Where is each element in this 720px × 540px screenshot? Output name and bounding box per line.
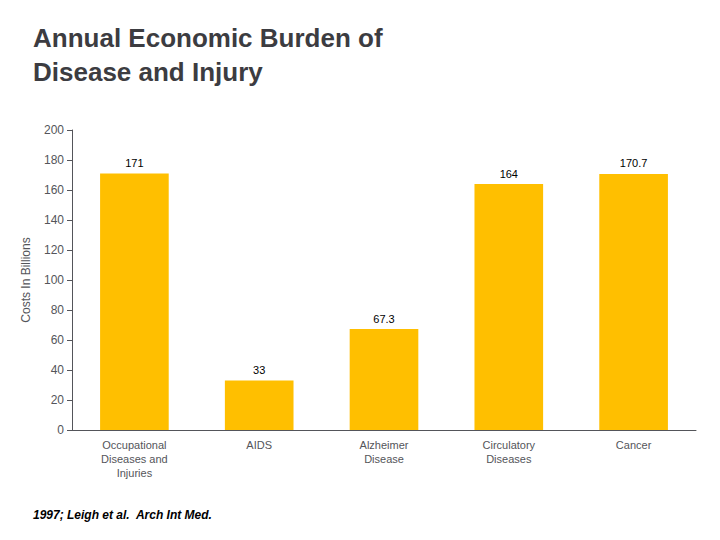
svg-text:Cancer: Cancer — [616, 439, 652, 451]
svg-text:Disease and Injury: Disease and Injury — [33, 57, 263, 87]
svg-text:20: 20 — [51, 393, 65, 407]
svg-text:Alzheimer: Alzheimer — [360, 439, 409, 451]
svg-text:AIDS: AIDS — [246, 439, 272, 451]
svg-text:Costs In Billions: Costs In Billions — [19, 237, 33, 322]
svg-text:170.7: 170.7 — [620, 157, 648, 169]
svg-text:Circulatory: Circulatory — [483, 439, 536, 451]
svg-text:164: 164 — [500, 168, 518, 180]
svg-text:67.3: 67.3 — [373, 313, 394, 325]
svg-text:80: 80 — [51, 303, 65, 317]
svg-text:60: 60 — [51, 333, 65, 347]
svg-text:Annual Economic Burden of: Annual Economic Burden of — [33, 23, 383, 53]
svg-text:100: 100 — [44, 273, 64, 287]
svg-text:Injuries: Injuries — [117, 467, 153, 479]
svg-text:200: 200 — [44, 123, 64, 137]
svg-text:33: 33 — [253, 364, 265, 376]
svg-text:120: 120 — [44, 243, 64, 257]
svg-text:0: 0 — [57, 423, 64, 437]
svg-text:1997; Leigh et al. Arch Int M: 1997; Leigh et al. Arch Int Med. — [33, 508, 212, 522]
svg-text:180: 180 — [44, 153, 64, 167]
svg-text:Diseases and: Diseases and — [101, 453, 168, 465]
svg-text:140: 140 — [44, 213, 64, 227]
svg-text:171: 171 — [125, 157, 143, 169]
svg-text:Occupational: Occupational — [102, 439, 166, 451]
svg-text:40: 40 — [51, 363, 65, 377]
svg-text:Disease: Disease — [364, 453, 404, 465]
svg-text:160: 160 — [44, 183, 64, 197]
svg-text:Diseases: Diseases — [486, 453, 532, 465]
